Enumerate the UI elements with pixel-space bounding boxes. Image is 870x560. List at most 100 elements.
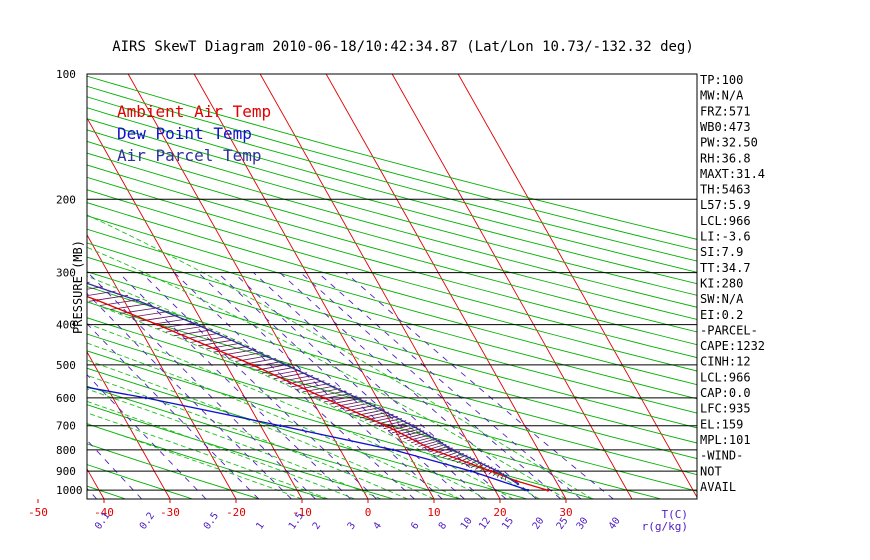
ambient-air-temp-point [156, 323, 159, 326]
mixing-ratio-label: 30 [575, 516, 591, 532]
mixing-ratio-line [87, 292, 292, 499]
dew-point-temp-point [391, 448, 395, 452]
air-parcel-temp-line [87, 282, 519, 485]
cape-hatch-line [354, 409, 385, 417]
cape-hatch-line [399, 430, 425, 438]
index-item: CINH:12 [700, 355, 751, 369]
moist-adiabat-line [87, 342, 461, 499]
dry-adiabat-line [87, 242, 697, 414]
cape-hatch-line [504, 474, 507, 481]
moist-adiabat-line [87, 359, 435, 499]
bottom-temp-label: -10 [292, 506, 312, 519]
mixing-ratio-label: 10 [459, 516, 475, 532]
mixing-ratio-line [253, 272, 507, 499]
cape-hatch-line [334, 400, 367, 407]
dry-adiabat-line [87, 404, 394, 499]
mixing-ratio-line [197, 272, 443, 499]
dry-adiabat-line [87, 129, 697, 296]
index-item: TH:5463 [700, 183, 751, 197]
dry-adiabat-line [87, 333, 662, 499]
isotherm-line [391, 74, 633, 499]
mixing-ratio-line [87, 323, 260, 499]
chart-title: AIRS SkewT Diagram 2010-06-18/10:42:34.8… [112, 39, 694, 55]
bottom-temp-label: -40 [94, 506, 114, 519]
ambient-air-temp-point [546, 488, 550, 492]
dew-point-temp-point [469, 469, 473, 473]
dry-adiabat-line [87, 164, 697, 333]
index-item: CAP:0.0 [700, 386, 751, 400]
dry-adiabat-line [87, 107, 697, 273]
moist-adiabat-line [87, 400, 355, 499]
pressure-tick-label: 900 [56, 465, 76, 478]
air-parcel-temp-point [496, 469, 499, 473]
cape-hatch-line [432, 447, 453, 455]
pressure-tick-label: 100 [56, 68, 76, 81]
index-item: AVAIL [700, 480, 736, 494]
bottom-temp-label: 0 [365, 506, 372, 519]
cape-hatch-line [119, 307, 160, 314]
index-item: SW:N/A [700, 292, 744, 306]
bottom-temp-label: -20 [226, 506, 246, 519]
index-item: LCL:966 [700, 370, 751, 384]
cape-hatch-line [403, 432, 428, 440]
pressure-tick-label: 700 [56, 420, 76, 433]
ambient-air-temp-line [87, 295, 548, 491]
pressure-tick-label: 400 [56, 319, 76, 332]
cape-hatch-line [297, 383, 331, 390]
ambient-air-temp-point [514, 479, 518, 483]
dry-adiabat-line [87, 385, 461, 499]
dry-adiabat-line [87, 85, 697, 251]
mixing-ratio-line [217, 272, 465, 499]
cape-hatch-line [0, 253, 10, 259]
index-item: LFC:935 [700, 402, 751, 416]
index-item: L57:5.9 [700, 198, 751, 212]
legend: Ambient Air Temp Dew Point Temp Air Parc… [117, 102, 271, 165]
dry-adiabat-line [87, 202, 697, 372]
cape-hatch-line [395, 428, 421, 436]
index-item: MPL:101 [700, 433, 751, 447]
dry-adiabat-line [87, 118, 697, 285]
pressure-tick-label: 800 [56, 444, 76, 457]
bottom-temp-label: 10 [427, 506, 440, 519]
cape-hatch-line [16, 268, 50, 274]
mixing-ratio-label: 40 [607, 516, 623, 532]
cape-hatch-line [383, 422, 411, 430]
index-item: PW:32.50 [700, 136, 758, 150]
air-parcel-temp-point [451, 448, 454, 452]
dry-adiabat-line [87, 464, 193, 499]
dew-point-temp-point [144, 396, 148, 400]
index-item: RH:36.8 [700, 151, 751, 165]
cape-hatch-line [364, 413, 394, 421]
index-item: KI:280 [700, 276, 743, 290]
dry-adiabat-line [87, 176, 697, 346]
mixing-ratio-label: 8 [437, 520, 449, 531]
dry-adiabat-line [87, 152, 697, 320]
cape-hatch-line [89, 294, 129, 302]
dry-adiabat-line [87, 96, 697, 262]
cape-hatch-line [0, 258, 23, 264]
cape-hatch-line [425, 443, 447, 451]
y-axis-label: PRESSURE (MB) [71, 240, 85, 334]
index-item: TP:100 [700, 73, 743, 87]
index-item: WB0:473 [700, 120, 751, 134]
ambient-air-temp-point [489, 469, 493, 473]
plot-frame [86, 73, 698, 500]
mixing-ratio-label: 0.5 [202, 511, 221, 532]
ambient-air-temp-point [251, 363, 254, 367]
cape-hatch-line [344, 404, 376, 412]
index-item: -PARCEL- [700, 323, 758, 337]
mixing-ratio-line [279, 272, 537, 499]
legend-ambient-air-temp: Ambient Air Temp [117, 102, 271, 121]
ambient-air-temp-point [322, 396, 326, 400]
index-item: LCL:966 [700, 214, 751, 228]
mixing-ratio-label: 4 [372, 520, 384, 531]
dry-adiabat-line [87, 189, 697, 359]
mixing-ratio-label: 6 [409, 520, 421, 531]
moist-adiabat-line [87, 388, 382, 499]
mixing-ratio-label: 0.2 [138, 511, 157, 532]
cape-hatch-line [418, 440, 441, 447]
mixing-ratio-label: 2 [311, 520, 323, 531]
pressure-tick-label: 1000 [56, 484, 83, 497]
mixing-ratio-line [87, 374, 207, 499]
cape-hatch-line [324, 395, 358, 403]
